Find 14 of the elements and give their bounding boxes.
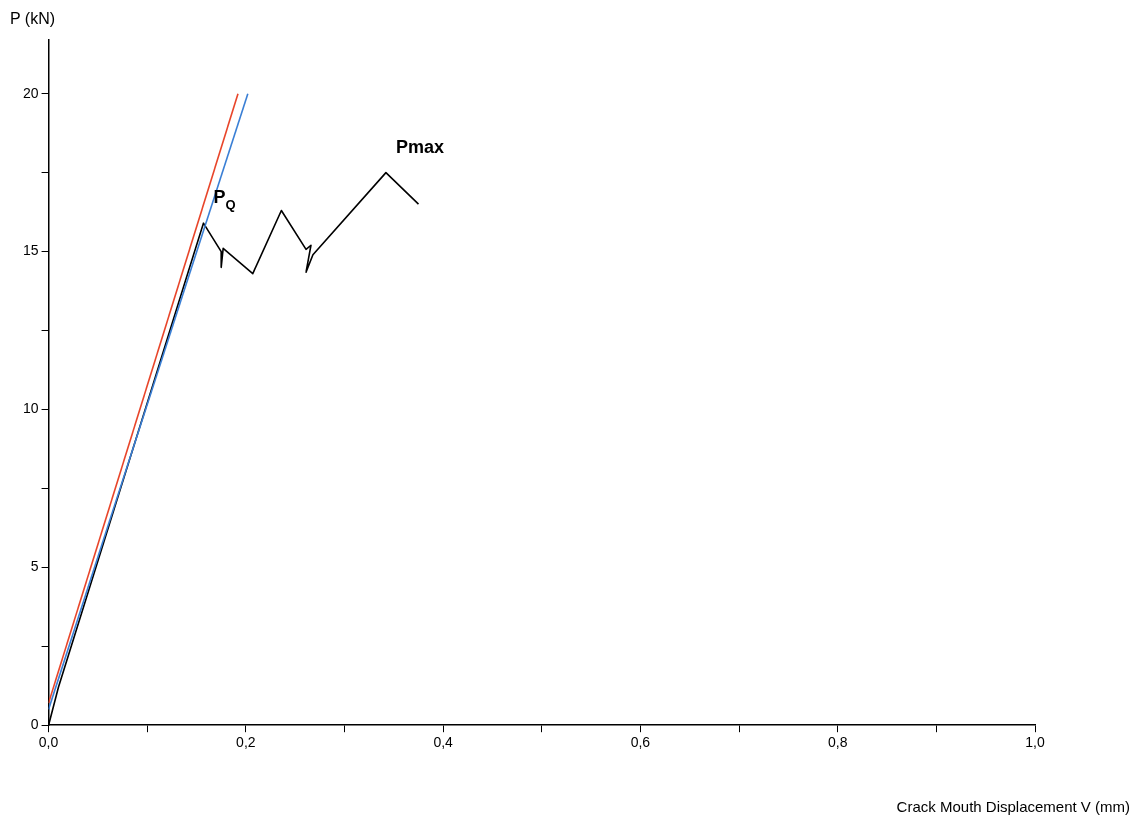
y-tick-label: 10 <box>22 400 39 417</box>
x-tick-label: 0,8 <box>827 734 848 751</box>
x-tick-label: 0,4 <box>433 734 454 751</box>
x-tick-label: 0,0 <box>38 734 59 751</box>
y-tick-label: 20 <box>22 84 39 101</box>
x-tick-label: 0,2 <box>236 734 256 751</box>
y-axis-title: P (kN) <box>10 10 56 27</box>
x-axis-title: Crack Mouth Displacement V (mm) <box>896 798 1130 815</box>
y-tick-label: 5 <box>30 558 39 575</box>
y-tick-label: 15 <box>22 242 39 259</box>
y-tick-label: 0 <box>30 716 39 733</box>
x-tick-label: 1,0 <box>1025 734 1045 751</box>
x-tick-label: 0,6 <box>630 734 651 751</box>
annotation: Pmax <box>395 136 444 157</box>
